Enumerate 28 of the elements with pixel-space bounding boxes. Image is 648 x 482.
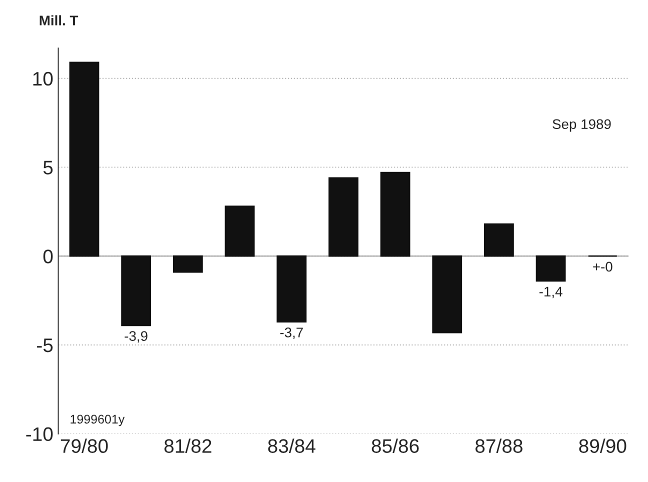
bar <box>432 255 462 334</box>
x-tick-label: 79/80 <box>60 438 108 453</box>
bar <box>328 177 358 257</box>
y-tick-label: 10 <box>33 72 53 86</box>
x-tick-label: 81/82 <box>164 438 212 453</box>
bar <box>121 255 152 326</box>
bar <box>172 255 203 273</box>
x-tick-label: 87/88 <box>475 438 522 453</box>
bar <box>224 206 255 257</box>
x-tick-label: 89/90 <box>579 438 626 453</box>
y-tick-label: -10 <box>26 427 53 442</box>
annotation: 1999601y <box>70 414 125 426</box>
x-tick-label: 83/84 <box>268 438 316 453</box>
bar <box>484 223 514 257</box>
data-label: -3,9 <box>124 331 148 343</box>
bar <box>69 62 100 257</box>
data-label: +-0 <box>593 262 612 272</box>
y-tick-label: 5 <box>43 160 53 174</box>
bar <box>536 255 566 282</box>
bar <box>276 255 307 323</box>
y-tick-label: 0 <box>43 250 53 264</box>
annotation: Sep 1989 <box>552 119 611 132</box>
data-label: -3,7 <box>280 328 303 340</box>
bar <box>380 172 410 257</box>
x-tick-label: 85/86 <box>372 438 419 453</box>
data-label: -1,4 <box>539 286 562 298</box>
y-tick-label: -5 <box>37 338 53 352</box>
y-axis-title: Mill. T <box>40 15 78 26</box>
